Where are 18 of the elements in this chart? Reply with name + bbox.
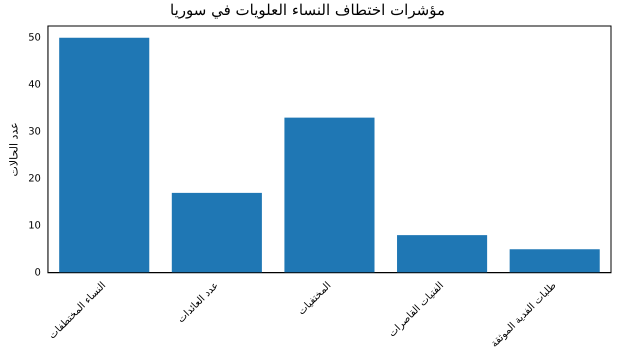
y-tick-label: 0 xyxy=(34,267,41,278)
bar xyxy=(284,118,375,273)
y-tick-label: 10 xyxy=(28,220,41,232)
x-tick-label: الفتيات القاصرات xyxy=(386,280,446,340)
x-tick-label: طلبات الفدية الموثقة xyxy=(489,280,559,350)
x-tick-label: النساء المختطفات xyxy=(47,280,108,342)
y-tick-label: 50 xyxy=(28,32,41,44)
x-tick-label: المختفيات xyxy=(296,280,334,318)
x-tick-label: عدد العائدات xyxy=(176,280,221,326)
bar xyxy=(510,249,600,273)
y-tick-label: 20 xyxy=(28,173,41,184)
y-axis-title: عدد الحالات xyxy=(7,122,20,176)
y-tick-label: 40 xyxy=(28,79,41,90)
y-tick-label: 30 xyxy=(28,126,41,138)
chart-title: مؤشرات اختطاف النساء العلويات في سوريا xyxy=(170,0,445,19)
bar xyxy=(172,192,262,273)
bar xyxy=(59,38,150,273)
bar xyxy=(397,235,488,273)
